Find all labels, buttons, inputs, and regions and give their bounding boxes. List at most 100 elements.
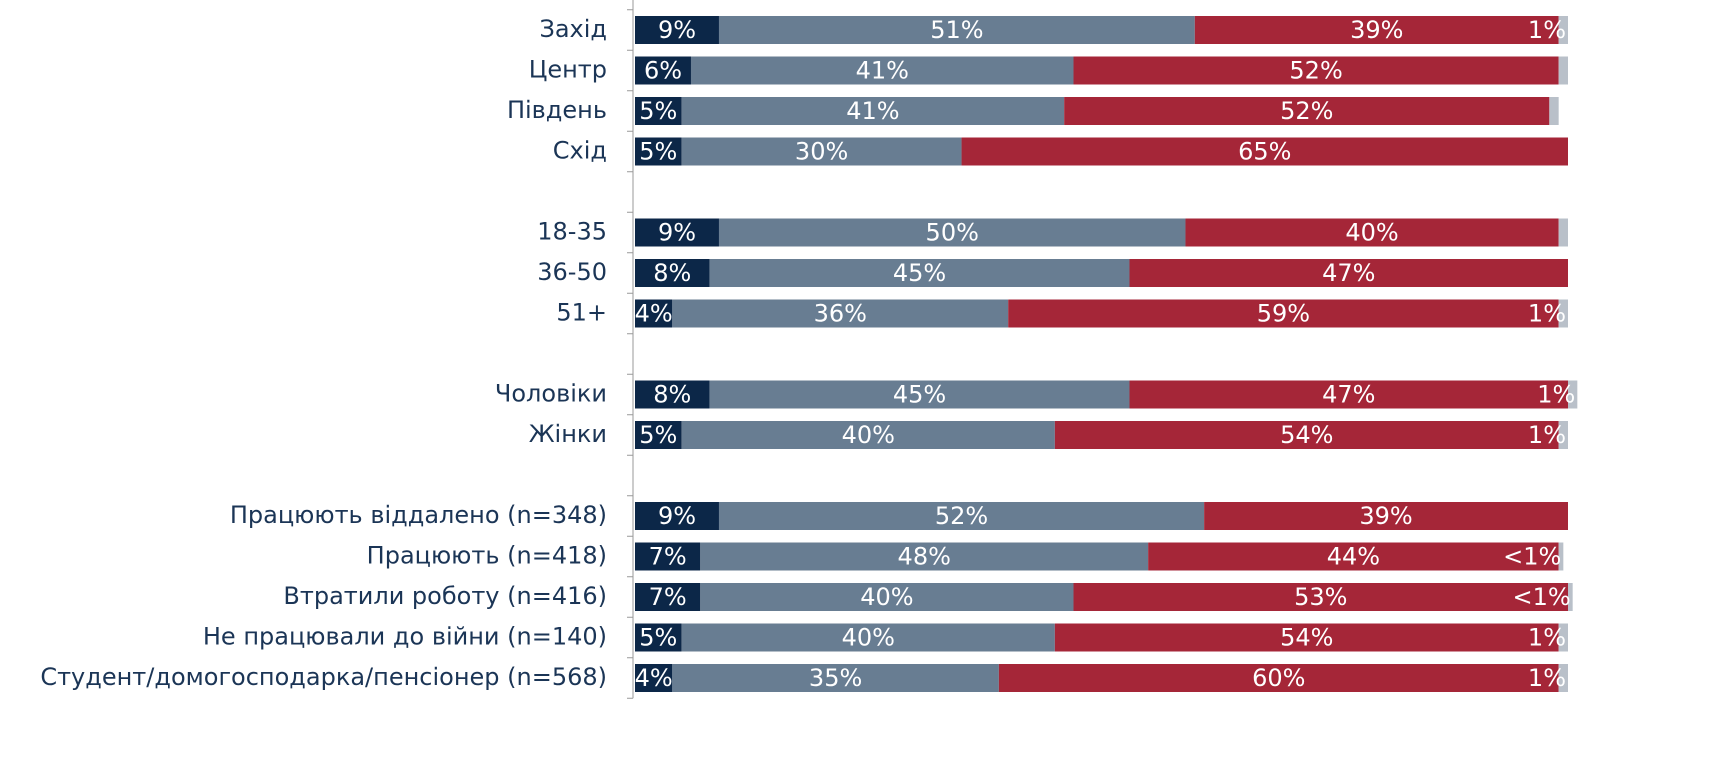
value-label: 52%: [1280, 97, 1333, 125]
value-label: 7%: [649, 543, 687, 571]
bar-segment: [681, 137, 962, 166]
bar-segment: [635, 380, 710, 409]
bar-segment: [635, 583, 701, 611]
value-label: 45%: [893, 259, 946, 287]
value-label: 1%: [1528, 300, 1566, 328]
bar-segment: [1185, 218, 1559, 247]
value-label: 8%: [653, 381, 691, 409]
category-label: Захід: [539, 15, 607, 43]
category-label: Чоловіки: [495, 380, 607, 408]
bar-segment: [709, 259, 1130, 287]
bar-segment: [1129, 259, 1568, 287]
bar-segment: [635, 218, 719, 247]
bar-segment: [1064, 97, 1550, 125]
value-label: 53%: [1294, 583, 1347, 611]
bar-segment: [1054, 623, 1559, 652]
bar-segment: [1568, 380, 1578, 409]
bar-segment: [1008, 299, 1559, 328]
category-label: Не працювали до війни (n=140): [203, 623, 607, 651]
category-label: Жінки: [529, 420, 607, 448]
bar-segment: [1558, 16, 1568, 44]
category-label: 36-50: [537, 258, 607, 286]
value-label: 6%: [644, 57, 682, 85]
value-label: 30%: [795, 138, 848, 166]
value-label: 5%: [639, 421, 677, 449]
bar-segment: [672, 664, 999, 692]
value-label: <1%: [1512, 583, 1570, 611]
bar-segment: [635, 56, 691, 85]
bar-segment: [681, 97, 1065, 125]
bar-segment: [1558, 421, 1568, 449]
category-label: 18-35: [537, 218, 607, 246]
bar-segment: [718, 502, 1205, 530]
value-label: 54%: [1280, 624, 1333, 652]
bar-segment: [672, 299, 1009, 328]
value-label: 35%: [809, 664, 862, 692]
value-label: 41%: [846, 97, 899, 125]
bar-segment: [1204, 502, 1568, 530]
value-label: 5%: [639, 624, 677, 652]
bar-segment: [1054, 421, 1559, 449]
bar-segment: [718, 16, 1195, 44]
bar-segment: [1148, 542, 1559, 571]
value-label: 1%: [1528, 664, 1566, 692]
category-label: Південь: [507, 96, 607, 124]
value-label: 60%: [1252, 664, 1305, 692]
bar-segment: [1558, 664, 1568, 692]
value-label: <1%: [1503, 543, 1561, 571]
category-label: Працюють віддалено (n=348): [230, 501, 607, 529]
bar-segment: [681, 623, 1055, 652]
value-label: 44%: [1327, 543, 1380, 571]
bar-segment: [1549, 97, 1559, 125]
category-label: Схід: [553, 137, 607, 165]
bar-segment: [709, 380, 1130, 409]
bar-segment: [1129, 380, 1568, 409]
bar-segment: [1568, 583, 1573, 611]
value-label: 40%: [860, 583, 913, 611]
value-label: 41%: [856, 57, 909, 85]
value-label: 39%: [1359, 502, 1412, 530]
value-label: 52%: [1289, 57, 1342, 85]
value-label: 45%: [893, 381, 946, 409]
bar-segment: [998, 664, 1559, 692]
bar-segment: [961, 137, 1568, 166]
value-label: 48%: [898, 543, 951, 571]
bar-segment: [1073, 56, 1559, 85]
value-label: 1%: [1528, 624, 1566, 652]
value-label: 51%: [930, 16, 983, 44]
value-label: 36%: [814, 300, 867, 328]
bar-segment: [1558, 299, 1568, 328]
bar-segment: [635, 299, 673, 328]
category-label: Втратили роботу (n=416): [283, 582, 607, 610]
bar-segment: [635, 421, 682, 449]
value-label: 1%: [1528, 16, 1566, 44]
value-label: 59%: [1257, 300, 1310, 328]
bar-segment: [718, 218, 1186, 247]
bar-segment: [635, 97, 682, 125]
bar-segment: [1558, 56, 1568, 85]
bar-segment: [635, 623, 682, 652]
bar-segment: [1558, 218, 1568, 247]
category-label: Студент/домогосподарка/пенсіонер (n=568): [40, 663, 607, 691]
bar-segment: [700, 583, 1074, 611]
value-label: 47%: [1322, 259, 1375, 287]
value-label: 9%: [658, 219, 696, 247]
value-label: 40%: [842, 624, 895, 652]
value-label: 9%: [658, 16, 696, 44]
value-label: 1%: [1528, 421, 1566, 449]
value-label: 5%: [639, 138, 677, 166]
value-label: 40%: [842, 421, 895, 449]
bar-segment: [635, 16, 719, 44]
value-label: 4%: [635, 664, 673, 692]
value-label: 54%: [1280, 421, 1333, 449]
value-label: 7%: [649, 583, 687, 611]
value-label: 9%: [658, 502, 696, 530]
bar-segment: [635, 259, 710, 287]
value-label: 65%: [1238, 138, 1291, 166]
bar-segment: [1073, 583, 1568, 611]
bar-segment: [635, 502, 719, 530]
bar-segment: [700, 542, 1149, 571]
value-label: 47%: [1322, 381, 1375, 409]
bar-segment: [1558, 542, 1564, 571]
